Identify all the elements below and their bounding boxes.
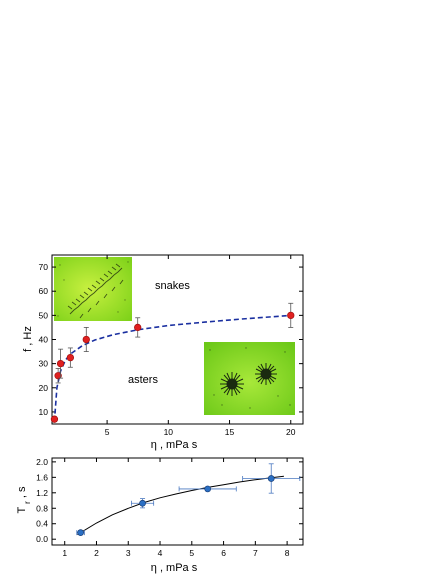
x-tick-label: 6 [221,548,226,558]
data-point [204,485,212,493]
y-tick-label: 50 [39,310,49,320]
x-tick-label: 1 [62,548,67,558]
annotation-asters: asters [128,374,158,386]
data-point [56,359,65,368]
top-axes: 5 10 15 20 10 20 30 40 50 60 70 [39,255,303,437]
x-tick-label: 10 [164,427,174,437]
y-tick-label: 70 [39,262,49,272]
y-tick-label: 1.2 [36,488,48,498]
top-y-axis-label: f , Hz [22,326,34,352]
y-tick-label: 0.4 [36,519,48,529]
bottom-panel: 1 2 3 4 5 6 7 8 0.0 0.4 0.8 1.2 1.6 2.0 η , mPa s T r… [16,457,304,574]
x-tick-label: 5 [189,548,194,558]
y-tick-label: 10 [39,407,49,417]
x-tick-label: 4 [158,548,163,558]
y-tick-label: 60 [39,286,49,296]
x-tick-label: 2 [94,548,99,558]
bottom-y-axis-label: T r , s [16,486,32,513]
bottom-plot-frame [51,457,304,546]
top-data-points [50,302,295,423]
bottom-fit-curve [77,475,284,536]
x-tick-label: 15 [225,427,235,437]
data-point [267,475,275,482]
top-panel: snakes asters 5 10 15 20 10 20 30 40 50 60 70 η , … [22,254,304,451]
bottom-y-axis-label-subscript: r [23,501,32,504]
y-tick-label: 20 [39,383,49,393]
y-tick-label: 0.0 [36,534,48,544]
x-tick-label: 8 [285,548,290,558]
bottom-x-axis-label: η , mPa s [151,562,198,574]
x-tick-label: 5 [105,427,110,437]
fit-curve-line [77,475,284,536]
bottom-y-axis-label-unit: , s [16,486,28,501]
bottom-data-points [76,463,301,536]
snakes-inset-photo [54,257,132,321]
y-tick-label: 0.8 [36,503,48,513]
data-point [50,415,59,423]
aster-1 [220,372,244,396]
y-tick-label: 2.0 [36,457,48,467]
annotation-snakes: snakes [155,280,190,292]
x-tick-label: 20 [286,427,296,437]
data-point [287,311,295,320]
y-tick-label: 1.6 [36,472,48,482]
bottom-y-axis-label-text: T [16,506,28,513]
data-point [77,529,84,536]
bottom-axes: 1 2 3 4 5 6 7 8 0.0 0.4 0.8 1.2 1.6 2.0 [36,457,303,558]
asters-inset-photo [204,342,295,415]
data-point [134,323,142,332]
y-tick-label: 40 [39,335,49,345]
top-x-axis-label: η , mPa s [151,439,198,451]
y-tick-label: 30 [39,359,49,369]
x-tick-label: 7 [253,548,258,558]
data-point [54,372,62,380]
data-point [82,335,90,344]
data-point [139,499,146,507]
data-point [66,353,75,362]
aster-2 [255,363,277,385]
x-tick-label: 3 [126,548,131,558]
